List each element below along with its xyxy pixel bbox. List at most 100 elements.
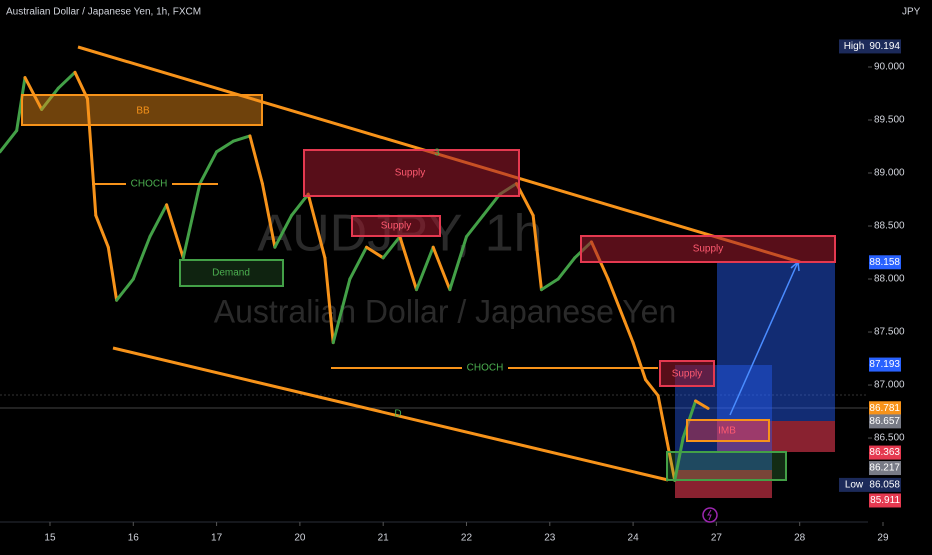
imb-zone: [686, 419, 770, 442]
price-segment: [381, 235, 402, 260]
price-segment: [290, 192, 310, 217]
price-segment: [398, 235, 419, 292]
price-segment: [40, 86, 60, 111]
price-segment: [431, 245, 452, 292]
x-tick-label: 22: [461, 533, 473, 544]
zone-label: Supply: [381, 221, 412, 232]
price-badge-label: 86.781: [869, 403, 900, 414]
price-badge: [869, 401, 901, 416]
x-tick-label: 20: [294, 533, 306, 544]
price-badge-label: 86.657: [869, 416, 900, 427]
price-badge-label: 86.217: [869, 463, 900, 474]
zone-label: Supply: [693, 244, 724, 255]
price-segment: [331, 277, 352, 345]
x-tick-label: 16: [128, 533, 140, 544]
price-segment: [306, 192, 327, 260]
position-target: [717, 262, 835, 421]
price-badge: [869, 414, 901, 429]
price-segment: [644, 378, 660, 398]
zone-label: Demand: [212, 268, 250, 279]
choch-label: CHOCH: [131, 179, 168, 190]
event-icon[interactable]: [702, 507, 718, 523]
price-segment: [23, 76, 44, 111]
price-segment: [94, 213, 110, 249]
price-segment: [273, 213, 294, 249]
price-segment: [0, 129, 19, 154]
price-badge-label: 85.911: [870, 495, 900, 506]
price-segment: [148, 203, 169, 239]
price-badge-name-bg: [839, 39, 869, 54]
price-segment: [415, 245, 435, 292]
price-badge-label: 88.158: [869, 257, 900, 268]
price-segment: [115, 277, 135, 302]
price-segment: [556, 256, 577, 281]
choch-label: CHOCH: [467, 363, 504, 374]
price-badge-label: 86.058: [869, 480, 900, 491]
price-badge: [869, 255, 901, 270]
x-tick-label: 24: [628, 533, 640, 544]
x-tick-label: 29: [877, 533, 889, 544]
price-badge: [869, 477, 901, 492]
y-tick-label: 87.000: [874, 380, 905, 391]
price-badge-label: 87.193: [869, 359, 900, 370]
label-bg: [462, 361, 508, 375]
price-segment: [673, 436, 685, 482]
price-segment: [481, 192, 502, 217]
price-segment: [531, 213, 543, 292]
zone-label: BB: [136, 106, 150, 117]
point-label: 3: [434, 148, 440, 159]
chart-title: Australian Dollar / Japanese Yen, 1h, FX…: [6, 7, 201, 18]
position-stop: [717, 421, 835, 452]
axes: 90.000 89.500 89.000 88.500 88.000 87.500 87.0…: [44, 39, 905, 544]
price-segment: [248, 134, 264, 186]
currency: JPY: [902, 7, 921, 18]
y-tick-label: 89.500: [874, 115, 905, 126]
bb-zone: [21, 94, 263, 126]
price-segment: [631, 341, 648, 382]
price-segment: [15, 76, 27, 133]
y-tick-label: 88.500: [874, 221, 905, 232]
supply-zone: [351, 215, 441, 237]
x-tick-label: 21: [378, 533, 390, 544]
supply-zone: [580, 235, 836, 263]
price-segment: [231, 134, 252, 143]
event-icon-bolt: [707, 509, 712, 521]
x-tick-label: 28: [794, 533, 806, 544]
price-badge: [869, 461, 901, 476]
price-segment: [606, 277, 627, 323]
zone-label: Supply: [672, 369, 703, 380]
price-badge-label: 86.363: [869, 447, 900, 458]
zone-label: Supply: [395, 168, 426, 179]
watermark-name: Australian Dollar / Japanese Yen: [214, 293, 677, 329]
price-segment: [165, 203, 185, 260]
price-badge: [869, 357, 901, 372]
price-segment: [215, 139, 235, 154]
y-tick-label: 89.000: [874, 168, 905, 179]
price-badge-label: 90.194: [869, 41, 900, 52]
price-segment: [656, 394, 668, 440]
trend-line: [112, 346, 669, 482]
price-segment: [365, 245, 385, 260]
point-label: D: [394, 409, 401, 420]
label-bg: [126, 177, 172, 191]
price-badge: [869, 445, 901, 460]
price-segment: [464, 213, 485, 239]
zone-label: IMB: [718, 426, 736, 437]
x-tick-label: 17: [211, 533, 223, 544]
price-badge: [869, 39, 901, 54]
demand-zone: [179, 259, 284, 287]
price-segment: [56, 70, 77, 90]
x-tick-label: 15: [44, 533, 56, 544]
y-tick-label: 86.500: [874, 433, 905, 444]
x-tick-label: 27: [711, 533, 723, 544]
price-segment: [198, 150, 219, 186]
price-segment: [85, 97, 98, 217]
price-badge-name: Low: [845, 480, 864, 491]
price-segment: [539, 277, 560, 292]
supply-zone: [303, 149, 520, 197]
price-segment: [131, 235, 152, 281]
price-segment: [664, 436, 677, 482]
y-tick-label: 88.000: [874, 274, 905, 285]
y-tick-label: 90.000: [874, 62, 905, 73]
